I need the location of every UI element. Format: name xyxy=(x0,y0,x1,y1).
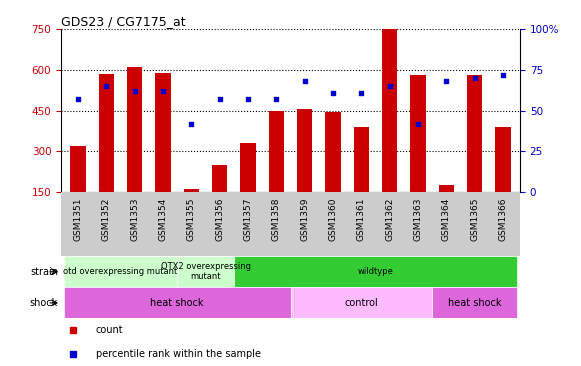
Bar xyxy=(432,287,517,318)
Bar xyxy=(290,287,432,318)
Point xyxy=(243,96,253,102)
Text: GSM1355: GSM1355 xyxy=(187,197,196,241)
Text: otd overexpressing mutant: otd overexpressing mutant xyxy=(63,267,178,276)
Point xyxy=(73,96,83,102)
Text: GSM1362: GSM1362 xyxy=(385,197,394,241)
Text: GSM1366: GSM1366 xyxy=(498,197,507,241)
Text: shock: shock xyxy=(30,298,58,308)
Text: GSM1356: GSM1356 xyxy=(215,197,224,241)
Bar xyxy=(382,29,397,192)
Text: GSM1354: GSM1354 xyxy=(159,197,167,241)
Point xyxy=(272,96,281,102)
Bar xyxy=(99,74,114,192)
Text: GSM1351: GSM1351 xyxy=(74,197,83,241)
Point xyxy=(130,88,139,94)
Point xyxy=(498,72,508,78)
Bar xyxy=(354,127,369,192)
Text: GSM1360: GSM1360 xyxy=(328,197,338,241)
Text: GSM1358: GSM1358 xyxy=(272,197,281,241)
Bar xyxy=(70,146,86,192)
Bar xyxy=(439,185,454,192)
Bar xyxy=(467,75,482,192)
Point xyxy=(187,121,196,127)
Bar xyxy=(212,165,227,192)
Text: control: control xyxy=(345,298,378,308)
Text: wildtype: wildtype xyxy=(357,267,393,276)
Point xyxy=(328,90,338,96)
Text: heat shock: heat shock xyxy=(150,298,204,308)
Point xyxy=(385,83,394,89)
Text: GDS23 / CG7175_at: GDS23 / CG7175_at xyxy=(61,15,186,28)
Bar xyxy=(410,75,426,192)
Point xyxy=(102,83,111,89)
Text: GSM1353: GSM1353 xyxy=(130,197,139,241)
Bar xyxy=(64,287,290,318)
Text: GSM1364: GSM1364 xyxy=(442,197,451,241)
Point xyxy=(300,78,309,84)
Text: percentile rank within the sample: percentile rank within the sample xyxy=(96,349,261,359)
Text: GSM1365: GSM1365 xyxy=(470,197,479,241)
Text: strain: strain xyxy=(30,267,58,277)
Bar xyxy=(240,143,256,192)
Bar xyxy=(325,112,341,192)
Bar xyxy=(177,256,234,287)
Bar xyxy=(495,127,511,192)
Bar xyxy=(64,256,177,287)
Text: GSM1363: GSM1363 xyxy=(414,197,422,241)
Bar xyxy=(127,67,142,192)
Bar xyxy=(155,73,171,192)
Point xyxy=(413,121,422,127)
Point xyxy=(357,90,366,96)
Text: count: count xyxy=(96,325,124,335)
Bar xyxy=(268,111,284,192)
Text: heat shock: heat shock xyxy=(448,298,501,308)
Bar xyxy=(297,109,313,192)
Text: GSM1357: GSM1357 xyxy=(243,197,253,241)
Text: GSM1359: GSM1359 xyxy=(300,197,309,241)
Point xyxy=(442,78,451,84)
Bar xyxy=(234,256,517,287)
Point xyxy=(470,75,479,81)
Text: OTX2 overexpressing
mutant: OTX2 overexpressing mutant xyxy=(160,262,250,281)
Bar xyxy=(184,190,199,192)
Point xyxy=(215,96,224,102)
Point xyxy=(159,88,168,94)
Text: GSM1361: GSM1361 xyxy=(357,197,366,241)
Text: GSM1352: GSM1352 xyxy=(102,197,111,241)
